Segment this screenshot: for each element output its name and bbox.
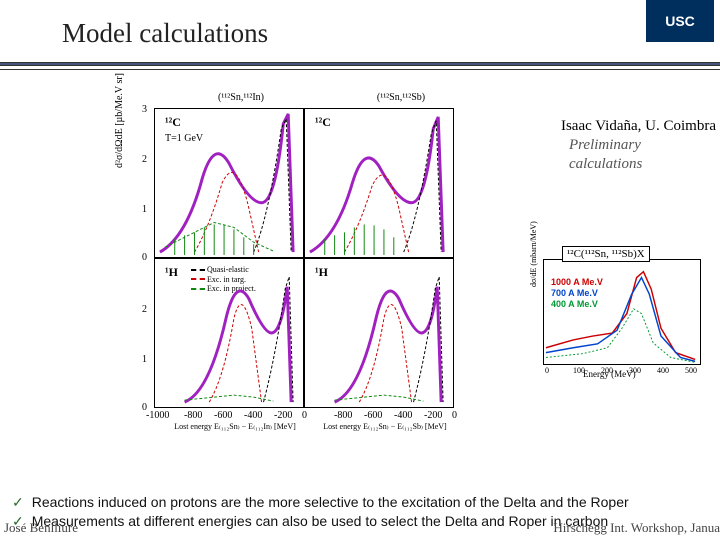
footer-right: Hirschegg Int. Workshop, Janua: [553, 520, 720, 536]
curve-bl: [155, 259, 303, 407]
x-axis-label-right: Lost energy E₍₁₁₂Sn₎ − E₍₁₁₂Sb₎ [MeV]: [310, 422, 460, 431]
page-title: Model calculations: [62, 18, 268, 49]
bullet-1: Measurements at different energies can a…: [32, 513, 608, 529]
side-xt5: 500: [685, 366, 697, 375]
panel-title-tl: (¹¹²Sn,¹¹²In): [166, 92, 316, 103]
curve-br: [305, 259, 453, 407]
ytick-3: 3: [142, 104, 147, 115]
ytick-1: 1: [142, 204, 147, 215]
side-xt3: 300: [629, 366, 641, 375]
y-axis-label: d²σ/dΩdE [µb/Me.V sr]: [114, 73, 125, 168]
ytick-0a: 0: [142, 252, 147, 263]
xtick-r2: -600: [364, 410, 382, 421]
bullet-row-0: ✓ Reactions induced on protons are the m…: [12, 494, 712, 511]
xtick-r1: -800: [334, 410, 352, 421]
side-ylabel: dσ/dE (mbarn/MeV): [529, 221, 538, 287]
horizontal-rule: [0, 62, 720, 70]
side-chart-legend: 1000 A Me.V 700 A Me.V 400 A Me.V: [551, 277, 603, 309]
usc-logo: USC: [646, 0, 714, 42]
xtick-l5: 0: [302, 410, 307, 421]
xtick-l1: -800: [184, 410, 202, 421]
side-xt4: 400: [657, 366, 669, 375]
xtick-l3: -400: [244, 410, 262, 421]
side-xt0: 0: [545, 366, 549, 375]
bullet-0: Reactions induced on protons are the mor…: [32, 494, 629, 510]
credit-name: Isaac Vidaña, U. Coimbra: [561, 118, 716, 135]
side-leg-2: 400 A Me.V: [551, 299, 603, 310]
xtick-l2: -600: [214, 410, 232, 421]
side-chart: ¹²C(¹¹²Sn, ¹¹²Sb)X 1000 A Me.V 700 A Me.…: [532, 248, 712, 388]
side-xt1: 100: [573, 366, 585, 375]
ytick-2b: 2: [142, 304, 147, 315]
main-content: Isaac Vidaña, U. Coimbra Preliminary cal…: [0, 80, 720, 480]
credit-sub1: Preliminary: [569, 137, 716, 154]
xtick-r5: 0: [452, 410, 457, 421]
credit-box: Isaac Vidaña, U. Coimbra Preliminary cal…: [561, 118, 716, 173]
panel-title-tr: (¹¹²Sn,¹¹²Sb): [326, 92, 476, 103]
header: USC Model calculations: [0, 0, 720, 70]
ytick-1b: 1: [142, 354, 147, 365]
xtick-r3: -400: [394, 410, 412, 421]
footer-left: José Benlliure: [4, 520, 78, 536]
logo-text: USC: [665, 13, 695, 29]
xtick-r4: -200: [424, 410, 442, 421]
xtick-l0: -1000: [146, 410, 169, 421]
xtick-l4: -200: [274, 410, 292, 421]
side-xt2: 200: [601, 366, 613, 375]
side-chart-frame: ¹²C(¹¹²Sn, ¹¹²Sb)X: [543, 259, 701, 365]
side-leg-0: 1000 A Me.V: [551, 277, 603, 288]
credit-sub2: calculations: [569, 156, 716, 173]
panel-bot-left: ¹H Quasi-elastic Exc. in targ. Exc. in p…: [154, 258, 304, 408]
panel-bot-right: ¹H: [304, 258, 454, 408]
panel-top-left: ¹²C T=1 GeV: [154, 108, 304, 258]
x-axis-label-left: Lost energy E₍₁₁₂Sn₎ − E₍₁₁₂In₎ [MeV]: [160, 422, 310, 431]
side-leg-1: 700 A Me.V: [551, 288, 603, 299]
curve-tr: [305, 109, 453, 257]
four-panel-chart: (¹¹²Sn,¹¹²In) (¹¹²Sn,¹¹²Sb) d²σ/dΩdE [µb…: [130, 108, 470, 438]
curve-tl: [155, 109, 303, 257]
check-icon: ✓: [12, 494, 24, 511]
side-chart-curves: [544, 260, 700, 365]
ytick-2: 2: [142, 154, 147, 165]
panel-top-right: ¹²C: [304, 108, 454, 258]
